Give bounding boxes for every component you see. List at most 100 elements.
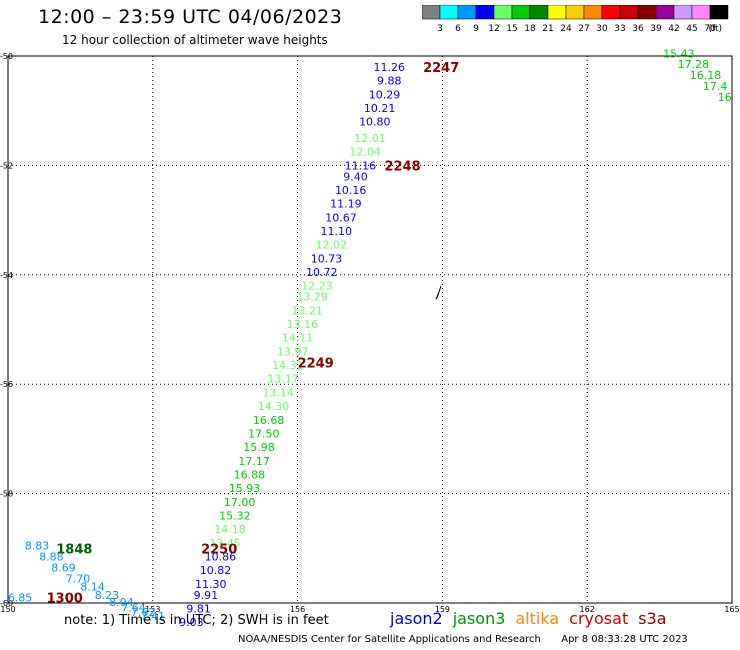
swh-value: 16.68 bbox=[253, 414, 285, 427]
map-frame bbox=[7, 55, 733, 604]
swh-value: 10.82 bbox=[200, 564, 232, 577]
swh-value: 17.00 bbox=[224, 496, 256, 509]
island-outline bbox=[435, 285, 442, 300]
swh-value: 13.45 bbox=[209, 537, 241, 550]
satellite-altika: altika bbox=[515, 609, 560, 628]
swh-value: 14.18 bbox=[214, 523, 246, 536]
swh-value: 12.02 bbox=[316, 239, 348, 252]
legend-tick-6: 21 bbox=[542, 24, 553, 34]
pass-time-label: 1300 bbox=[47, 592, 83, 607]
swh-value: 14.11 bbox=[282, 332, 314, 345]
swh-value: 13.21 bbox=[292, 304, 324, 317]
lat-tick-label: -56 bbox=[0, 380, 13, 389]
swh-value: 10.29 bbox=[369, 88, 401, 101]
swh-value: 17.50 bbox=[248, 427, 280, 440]
legend-tick-9: 30 bbox=[596, 24, 608, 34]
legend-tick-3: 12 bbox=[488, 24, 499, 34]
swh-value: 6.85 bbox=[8, 592, 33, 605]
swh-value: 9.91 bbox=[194, 589, 219, 602]
swh-value: 16.88 bbox=[234, 468, 266, 481]
satellite-s3a: s3a bbox=[638, 609, 667, 628]
pass-time-label: 2249 bbox=[298, 356, 334, 371]
lon-tick-label: 150 bbox=[0, 605, 15, 614]
swh-value: 12.04 bbox=[349, 146, 381, 159]
swh-value: 11.30 bbox=[195, 578, 227, 591]
pass-time-label: 2250 bbox=[201, 542, 237, 557]
swh-value: 11.26 bbox=[374, 61, 406, 74]
satellite-legend: jason2 jason3 altika cryosat s3a bbox=[390, 609, 677, 628]
swh-value: 7.62 bbox=[131, 606, 156, 619]
swh-value: 16 bbox=[718, 91, 732, 104]
swh-value: 12.01 bbox=[354, 132, 386, 145]
pass-time-label: 2248 bbox=[384, 159, 420, 174]
swh-value: 9.88 bbox=[377, 75, 402, 88]
swh-value: 10.86 bbox=[205, 551, 237, 564]
swh-value: 15.43 bbox=[663, 47, 695, 60]
map-title: 12:00 – 23:59 UTC 04/06/2023 bbox=[38, 6, 343, 28]
swh-value: 8.69 bbox=[51, 561, 76, 574]
legend-tick-5: 18 bbox=[524, 24, 536, 34]
lon-tick-label: 162 bbox=[580, 605, 595, 614]
swh-value: 17.28 bbox=[678, 58, 710, 71]
legend-tick-0: 3 bbox=[437, 24, 443, 34]
swh-value: 10.16 bbox=[335, 184, 367, 197]
swh-value: 12.23 bbox=[301, 280, 333, 293]
swh-value: 8.23 bbox=[95, 589, 120, 602]
swh-value: 11.19 bbox=[330, 198, 362, 211]
credit-timestamp: Apr 8 08:33:28 UTC 2023 bbox=[561, 634, 688, 645]
swh-value: 10.73 bbox=[311, 252, 343, 265]
lon-tick-label: 159 bbox=[435, 605, 450, 614]
swh-value: 14.30 bbox=[258, 400, 290, 413]
swh-value: 15.98 bbox=[243, 441, 275, 454]
swh-value: 11.10 bbox=[320, 225, 352, 238]
legend-tick-11: 36 bbox=[632, 24, 644, 34]
swh-value: 13.17 bbox=[267, 373, 299, 386]
satellite-jason3: jason3 bbox=[452, 609, 506, 628]
swh-value: 9.81 bbox=[186, 602, 211, 615]
swh-value: 9.03 bbox=[179, 616, 204, 629]
legend-unit: (ft) bbox=[708, 24, 722, 34]
legend-tick-12: 39 bbox=[650, 24, 662, 34]
swh-value: 7.70 bbox=[66, 572, 91, 585]
swh-value: 15.32 bbox=[219, 509, 251, 522]
lat-tick-label: -54 bbox=[0, 271, 13, 280]
lon-tick-label: 153 bbox=[145, 605, 160, 614]
lon-tick-label: 156 bbox=[290, 605, 305, 614]
lat-tick-label: -52 bbox=[0, 161, 13, 170]
swh-value: 16.18 bbox=[690, 69, 722, 82]
color-legend: 3 6 9 12 15 18 21 24 27 30 33 36 39 42 45 70(ft) bbox=[422, 5, 729, 34]
pass-time-label: 2247 bbox=[423, 61, 459, 76]
legend-tick-14: 45 bbox=[686, 24, 697, 34]
legend-tick-7: 24 bbox=[560, 24, 572, 34]
swh-value: 8.88 bbox=[39, 551, 64, 564]
lat-tick-label: -50 bbox=[0, 52, 13, 61]
legend-tick-4: 15 bbox=[506, 24, 517, 34]
lon-tick-label: 165 bbox=[724, 605, 739, 614]
swh-value: 10.21 bbox=[364, 102, 396, 115]
credit-text: NOAA/NESDIS Center for Satellite Applica… bbox=[238, 634, 541, 645]
legend-tick-8: 27 bbox=[578, 24, 589, 34]
swh-value: 8.14 bbox=[80, 581, 105, 594]
swh-value: 9.40 bbox=[343, 170, 368, 183]
satellite-jason2: jason2 bbox=[390, 609, 443, 628]
footer-note: note: 1) Time is in UTC; 2) SWH is in fe… bbox=[64, 613, 329, 628]
lat-tick-label: -60 bbox=[0, 599, 13, 608]
swh-value: 17.17 bbox=[238, 455, 270, 468]
map-subtitle: 12 hour collection of altimeter wave hei… bbox=[62, 33, 328, 47]
swh-value: 17.4 bbox=[703, 80, 728, 93]
swh-value: 7.64 bbox=[121, 601, 146, 614]
satellite-cryosat: cryosat bbox=[569, 609, 629, 628]
swh-value: 7.41 bbox=[141, 610, 166, 623]
swh-value: 13.16 bbox=[287, 318, 319, 331]
legend-tick-15: 70 bbox=[704, 24, 716, 34]
swh-value: 10.67 bbox=[325, 211, 357, 224]
swh-value: 13.14 bbox=[263, 386, 295, 399]
legend-tick-10: 33 bbox=[614, 24, 625, 34]
footer-credit: NOAA/NESDIS Center for Satellite Applica… bbox=[238, 634, 688, 645]
legend-tick-13: 42 bbox=[668, 24, 679, 34]
legend-tick-1: 6 bbox=[455, 24, 461, 34]
swh-value: 15.93 bbox=[229, 482, 261, 495]
lat-tick-label: -58 bbox=[0, 490, 13, 499]
pass-time-label: 1848 bbox=[56, 542, 92, 557]
